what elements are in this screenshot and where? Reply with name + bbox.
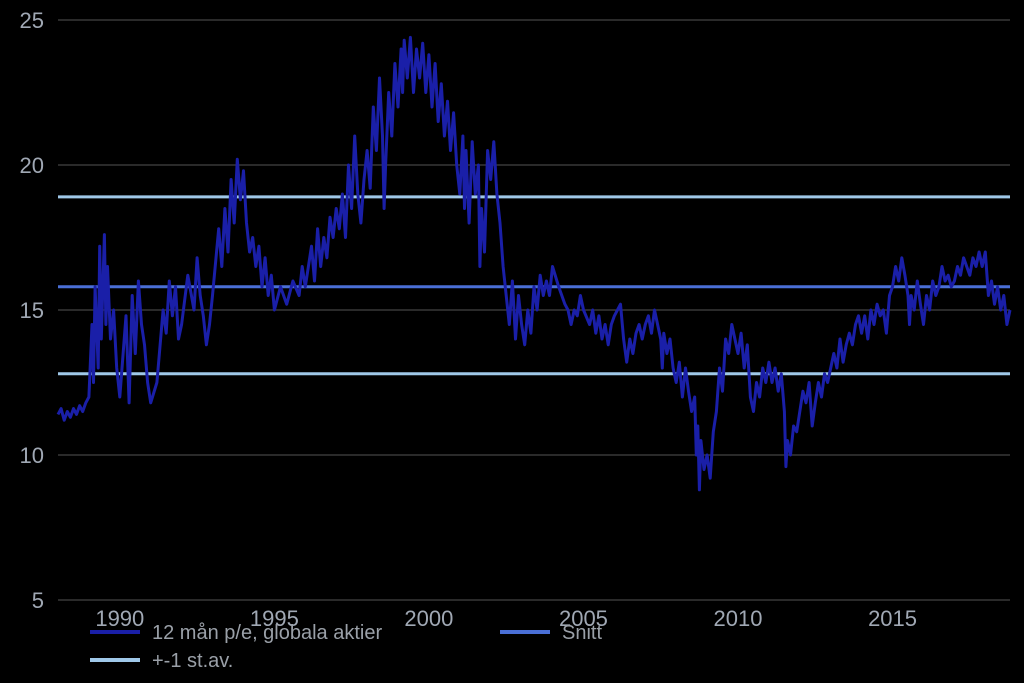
legend-label: 12 mån p/e, globala aktier xyxy=(152,622,382,644)
y-tick-label: 25 xyxy=(20,8,44,33)
y-tick-label: 15 xyxy=(20,298,44,323)
legend-label: Snitt xyxy=(562,622,602,644)
legend-label: +-1 st.av. xyxy=(152,650,233,672)
y-tick-label: 20 xyxy=(20,153,44,178)
x-tick-label: 2015 xyxy=(868,606,917,631)
y-tick-label: 5 xyxy=(32,588,44,613)
x-tick-label: 1990 xyxy=(95,606,144,631)
pe-chart: 51015202519901995200020052010201512 mån … xyxy=(0,0,1024,683)
chart-bg xyxy=(0,0,1024,683)
x-tick-label: 2010 xyxy=(714,606,763,631)
x-tick-label: 2000 xyxy=(404,606,453,631)
chart-svg: 51015202519901995200020052010201512 mån … xyxy=(0,0,1024,683)
y-tick-label: 10 xyxy=(20,443,44,468)
